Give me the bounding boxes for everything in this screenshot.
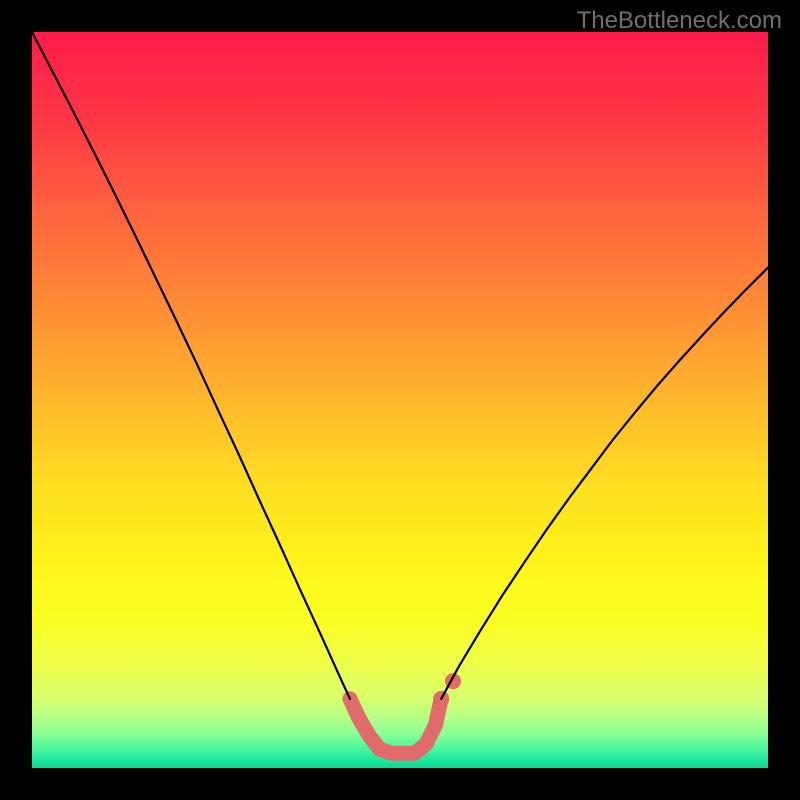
bottleneck-chart: TheBottleneck.com	[0, 0, 800, 800]
bottleneck-curve-left	[32, 32, 350, 699]
bottleneck-curve-right	[441, 268, 768, 699]
watermark-text: TheBottleneck.com	[577, 7, 782, 35]
valley-optimal-band	[350, 699, 441, 753]
curve-layer	[0, 0, 800, 800]
